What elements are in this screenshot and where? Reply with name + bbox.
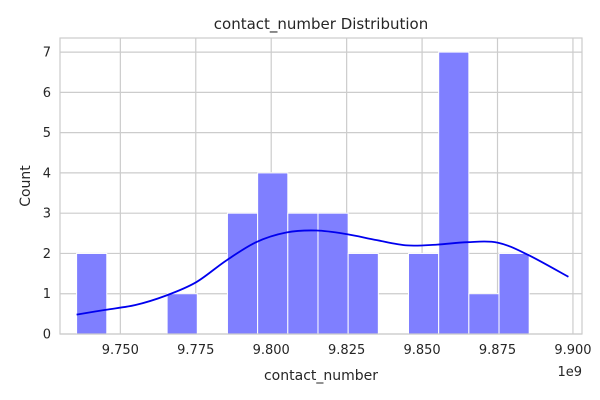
kde-curve-layer (76, 229, 569, 316)
histogram-bar (76, 252, 108, 335)
y-tick-label: 0 (43, 328, 51, 343)
x-tick-label: 9.750 (102, 343, 139, 358)
histogram-bar (468, 293, 500, 335)
y-tick-label: 6 (43, 86, 51, 101)
y-tick-label: 4 (43, 166, 51, 181)
x-tick-label: 9.900 (554, 343, 591, 358)
x-tick-label: 9.875 (479, 343, 516, 358)
y-tick-label: 5 (43, 126, 51, 141)
histogram-bar (498, 252, 530, 335)
y-tick-label: 1 (43, 287, 51, 302)
y-tick-labels: 0 1 2 3 4 5 6 7 (43, 46, 51, 343)
histogram-bar (347, 252, 379, 335)
grid-lines (60, 38, 582, 335)
axes-frame (59, 37, 583, 335)
histogram-bar (287, 212, 319, 335)
y-tick-label: 3 (43, 207, 51, 222)
x-axis-label: contact_number (264, 368, 378, 384)
y-tick-label: 7 (43, 46, 51, 61)
y-tick-label: 2 (43, 247, 51, 262)
x-tick-label: 9.775 (177, 343, 214, 358)
histogram-bars (76, 51, 530, 335)
kde-curve (76, 229, 569, 316)
y-axis-label: Count (18, 165, 34, 207)
histogram-bar (438, 51, 470, 335)
x-tick-label: 9.825 (328, 343, 365, 358)
chart-title: contact_number Distribution (214, 15, 428, 34)
histogram-bar (166, 293, 198, 335)
x-tick-label: 9.850 (403, 343, 440, 358)
x-tick-label: 9.800 (253, 343, 290, 358)
histogram-bar (226, 212, 259, 335)
histogram-bar (257, 172, 289, 335)
x-tick-labels: 9.750 9.775 9.800 9.825 9.850 9.875 9.900 (102, 343, 592, 358)
histogram-bar (408, 252, 440, 335)
x-axis-offset-label: 1e9 (557, 365, 582, 380)
